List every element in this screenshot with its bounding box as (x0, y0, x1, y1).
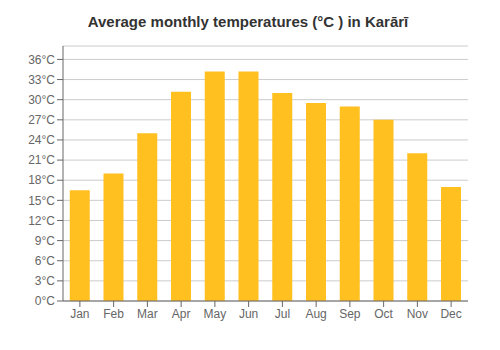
svg-text:Apr: Apr (172, 307, 191, 321)
svg-text:15°C: 15°C (28, 194, 55, 208)
svg-text:Jun: Jun (239, 307, 258, 321)
html-text:Average monthly temperatures (: Average monthly temperatures (°C ) in Ka… (87, 13, 409, 30)
svg-text:0°C: 0°C (35, 294, 55, 308)
svg-text:May: May (204, 307, 227, 321)
svg-text:12°C: 12°C (28, 214, 55, 228)
svg-text:6°C: 6°C (35, 254, 55, 268)
svg-text:Nov: Nov (407, 307, 428, 321)
svg-text:Jan: Jan (70, 307, 89, 321)
svg-text:Feb: Feb (103, 307, 124, 321)
svg-text:Dec: Dec (440, 307, 461, 321)
svg-text:Oct: Oct (374, 307, 393, 321)
svg-text:Mar: Mar (137, 307, 158, 321)
svg-text:3°C: 3°C (35, 274, 55, 288)
svg-text:Sep: Sep (339, 307, 361, 321)
svg-text:24°C: 24°C (28, 133, 55, 147)
svg-text:33°C: 33°C (28, 73, 55, 87)
svg-text:36°C: 36°C (28, 53, 55, 67)
svg-text:21°C: 21°C (28, 153, 55, 167)
svg-text:Jul: Jul (275, 307, 290, 321)
svg-text:9°C: 9°C (35, 234, 55, 248)
svg-text:30°C: 30°C (28, 93, 55, 107)
svg-text:27°C: 27°C (28, 113, 55, 127)
svg-text:Aug: Aug (305, 307, 326, 321)
svg-text:18°C: 18°C (28, 173, 55, 187)
